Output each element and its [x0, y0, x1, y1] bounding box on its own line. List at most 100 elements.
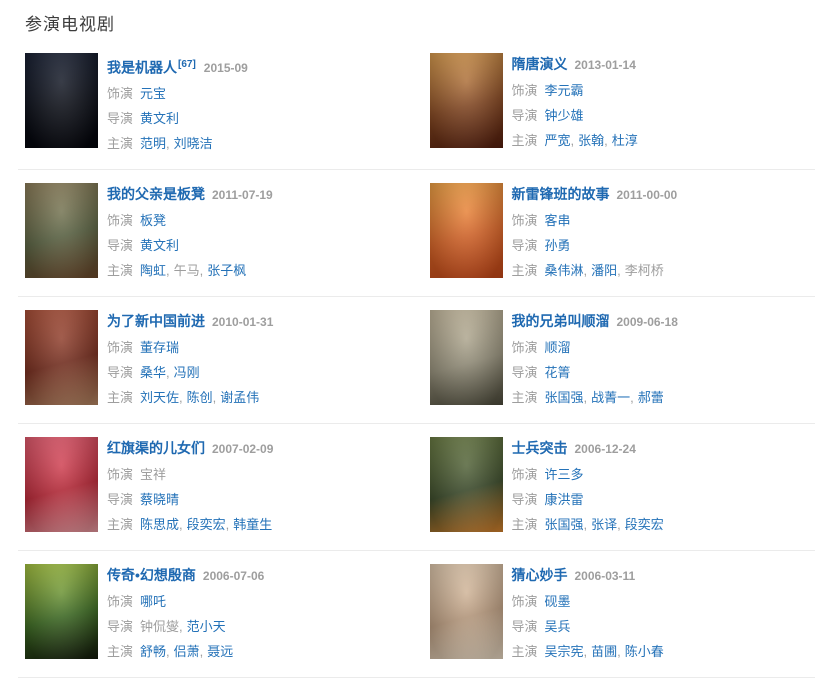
- person-name: 午马: [173, 263, 200, 279]
- person-link[interactable]: 郝蕾: [637, 390, 664, 406]
- person-link[interactable]: 客串: [544, 213, 571, 229]
- person-link[interactable]: 许三多: [544, 467, 584, 483]
- person-link[interactable]: 聂远: [207, 644, 234, 660]
- show-title-link[interactable]: 我是机器人: [107, 59, 177, 76]
- show-title-link[interactable]: 传奇•幻想殷商: [107, 567, 196, 584]
- star-names: 张国强, 张译, 段奕宏: [545, 517, 664, 532]
- person-link[interactable]: 桑伟淋: [544, 263, 584, 279]
- poster-image[interactable]: [25, 310, 98, 406]
- person-link[interactable]: 砚墨: [544, 594, 571, 610]
- person-link[interactable]: 董存瑞: [140, 340, 180, 356]
- star-names: 陶虹, 午马, 张子枫: [140, 263, 246, 278]
- show-title-link[interactable]: 隋唐演义: [511, 56, 568, 72]
- role-label: 饰演: [511, 213, 538, 229]
- poster-image[interactable]: [429, 564, 503, 660]
- person-link[interactable]: 陈创: [186, 390, 213, 406]
- role-names: 许三多: [545, 467, 584, 482]
- stars-label: 主演: [107, 390, 134, 406]
- person-link[interactable]: 吴兵: [544, 619, 571, 635]
- poster-image[interactable]: [25, 564, 98, 660]
- director-names: 黄文利: [140, 111, 179, 126]
- director-line: 导演 蔡晓晴: [107, 487, 273, 512]
- show-card: 为了新中国前进 2010-01-31 饰演 董存瑞 导演 桑华, 冯刚 主演 刘天佐, 陈创…: [18, 310, 411, 410]
- role-line: 饰演 砚墨: [512, 589, 664, 614]
- person-link[interactable]: 谢孟伟: [220, 390, 260, 406]
- person-link[interactable]: 范小天: [186, 619, 226, 635]
- person-link[interactable]: 严宽: [544, 133, 571, 148]
- stars-line: 主演 张国强, 战菁一, 郝蕾: [512, 385, 678, 410]
- person-link[interactable]: 韩童生: [233, 517, 273, 533]
- show-info: 我的父亲是板凳 2011-07-19 饰演 板凳 导演 黄文利 主演 陶虹, 午马, 张子枫: [107, 183, 273, 283]
- person-link[interactable]: 钟少雄: [544, 108, 584, 123]
- role-names: 哪吒: [140, 594, 166, 609]
- person-link[interactable]: 侣萧: [173, 644, 200, 660]
- person-link[interactable]: 陈思成: [140, 517, 180, 533]
- person-link[interactable]: 张翰: [578, 133, 605, 148]
- stars-line: 主演 舒畅, 侣萧, 聂远: [107, 639, 264, 664]
- show-row: 为了新中国前进 2010-01-31 饰演 董存瑞 导演 桑华, 冯刚 主演 刘天佐, 陈创…: [18, 297, 815, 425]
- poster-image[interactable]: [429, 437, 503, 533]
- stars-label: 主演: [511, 133, 538, 148]
- person-link[interactable]: 战菁一: [591, 390, 631, 406]
- comma-separator: ,: [179, 619, 183, 635]
- person-link[interactable]: 陈小春: [624, 644, 664, 660]
- poster-image[interactable]: [429, 310, 503, 406]
- show-title-link[interactable]: 为了新中国前进: [107, 313, 205, 330]
- person-link[interactable]: 张子枫: [207, 263, 247, 279]
- person-link[interactable]: 潘阳: [591, 263, 618, 279]
- person-link[interactable]: 李元霸: [544, 83, 584, 98]
- role-line: 饰演 许三多: [512, 462, 664, 487]
- show-card: 猜心妙手 2006-03-11 饰演 砚墨 导演 吴兵 主演 吴宗宪, 苗圃, 陈小春: [423, 564, 816, 664]
- role-names: 元宝: [140, 86, 166, 101]
- person-link[interactable]: 黄文利: [140, 111, 180, 127]
- star-names: 陈思成, 段奕宏, 韩童生: [140, 517, 272, 532]
- director-label: 导演: [511, 619, 538, 635]
- person-link[interactable]: 元宝: [140, 86, 167, 102]
- comma-separator: ,: [212, 390, 217, 406]
- poster-image[interactable]: [25, 53, 98, 148]
- poster-image[interactable]: [429, 183, 503, 279]
- person-link[interactable]: 吴宗宪: [544, 644, 584, 660]
- show-title-link[interactable]: 我的兄弟叫顺溜: [511, 313, 610, 330]
- show-title-link[interactable]: 新雷锋班的故事: [511, 186, 610, 203]
- show-row: 传奇•幻想殷商 2006-07-06 饰演 哪吒 导演 钟侃燮, 范小天 主演 舒畅, 侣萧…: [18, 551, 815, 678]
- person-link[interactable]: 段奕宏: [624, 517, 664, 533]
- person-link[interactable]: 花箐: [544, 365, 571, 381]
- show-title-link[interactable]: 士兵突击: [511, 440, 568, 457]
- show-title-link[interactable]: 我的父亲是板凳: [107, 186, 205, 203]
- person-link[interactable]: 刘晓洁: [173, 136, 213, 152]
- person-link[interactable]: 蔡晓晴: [140, 492, 180, 508]
- director-line: 导演 康洪雷: [512, 487, 664, 512]
- show-card: 隋唐演义 2013-01-14 饰演 李元霸 导演 钟少雄 主演 严宽, 张翰, 杜淳: [423, 53, 816, 156]
- person-link[interactable]: 陶虹: [140, 263, 167, 279]
- person-link[interactable]: 黄文利: [140, 238, 180, 254]
- person-link[interactable]: 冯刚: [173, 365, 200, 381]
- show-info: 士兵突击 2006-12-24 饰演 许三多 导演 康洪雷 主演 张国强, 张译, 段奕宏: [512, 437, 664, 537]
- show-title-link[interactable]: 猜心妙手: [511, 567, 568, 584]
- poster-image[interactable]: [429, 53, 503, 148]
- person-link[interactable]: 康洪雷: [544, 492, 584, 508]
- comma-separator: ,: [583, 517, 588, 533]
- person-link[interactable]: 哪吒: [140, 594, 167, 610]
- person-link[interactable]: 范明: [140, 136, 167, 152]
- star-names: 严宽, 张翰, 杜淳: [545, 133, 638, 148]
- stars-line: 主演 陶虹, 午马, 张子枫: [107, 258, 273, 283]
- show-row: 我是机器人[67] 2015-09 饰演 元宝 导演 黄文利 主演 范明, 刘晓洁 隋唐演…: [18, 40, 816, 171]
- person-link[interactable]: 张国强: [544, 517, 584, 533]
- person-link[interactable]: 板凳: [140, 213, 167, 229]
- person-link[interactable]: 张译: [591, 517, 618, 533]
- person-link[interactable]: 苗圃: [591, 644, 618, 660]
- person-link[interactable]: 孙勇: [544, 238, 571, 254]
- person-link[interactable]: 杜淳: [611, 133, 638, 148]
- person-link[interactable]: 张国强: [544, 390, 584, 406]
- person-link[interactable]: 段奕宏: [186, 517, 226, 533]
- poster-image[interactable]: [25, 437, 98, 533]
- person-link[interactable]: 刘天佐: [140, 390, 180, 406]
- person-link[interactable]: 舒畅: [140, 644, 167, 660]
- show-title-link[interactable]: 红旗渠的儿女们: [107, 440, 205, 457]
- person-link[interactable]: 桑华: [140, 365, 167, 381]
- reference-sup-link[interactable]: [67]: [178, 59, 196, 70]
- person-link[interactable]: 顺溜: [544, 340, 571, 356]
- poster-image[interactable]: [25, 183, 98, 279]
- star-names: 刘天佐, 陈创, 谢孟伟: [140, 390, 259, 405]
